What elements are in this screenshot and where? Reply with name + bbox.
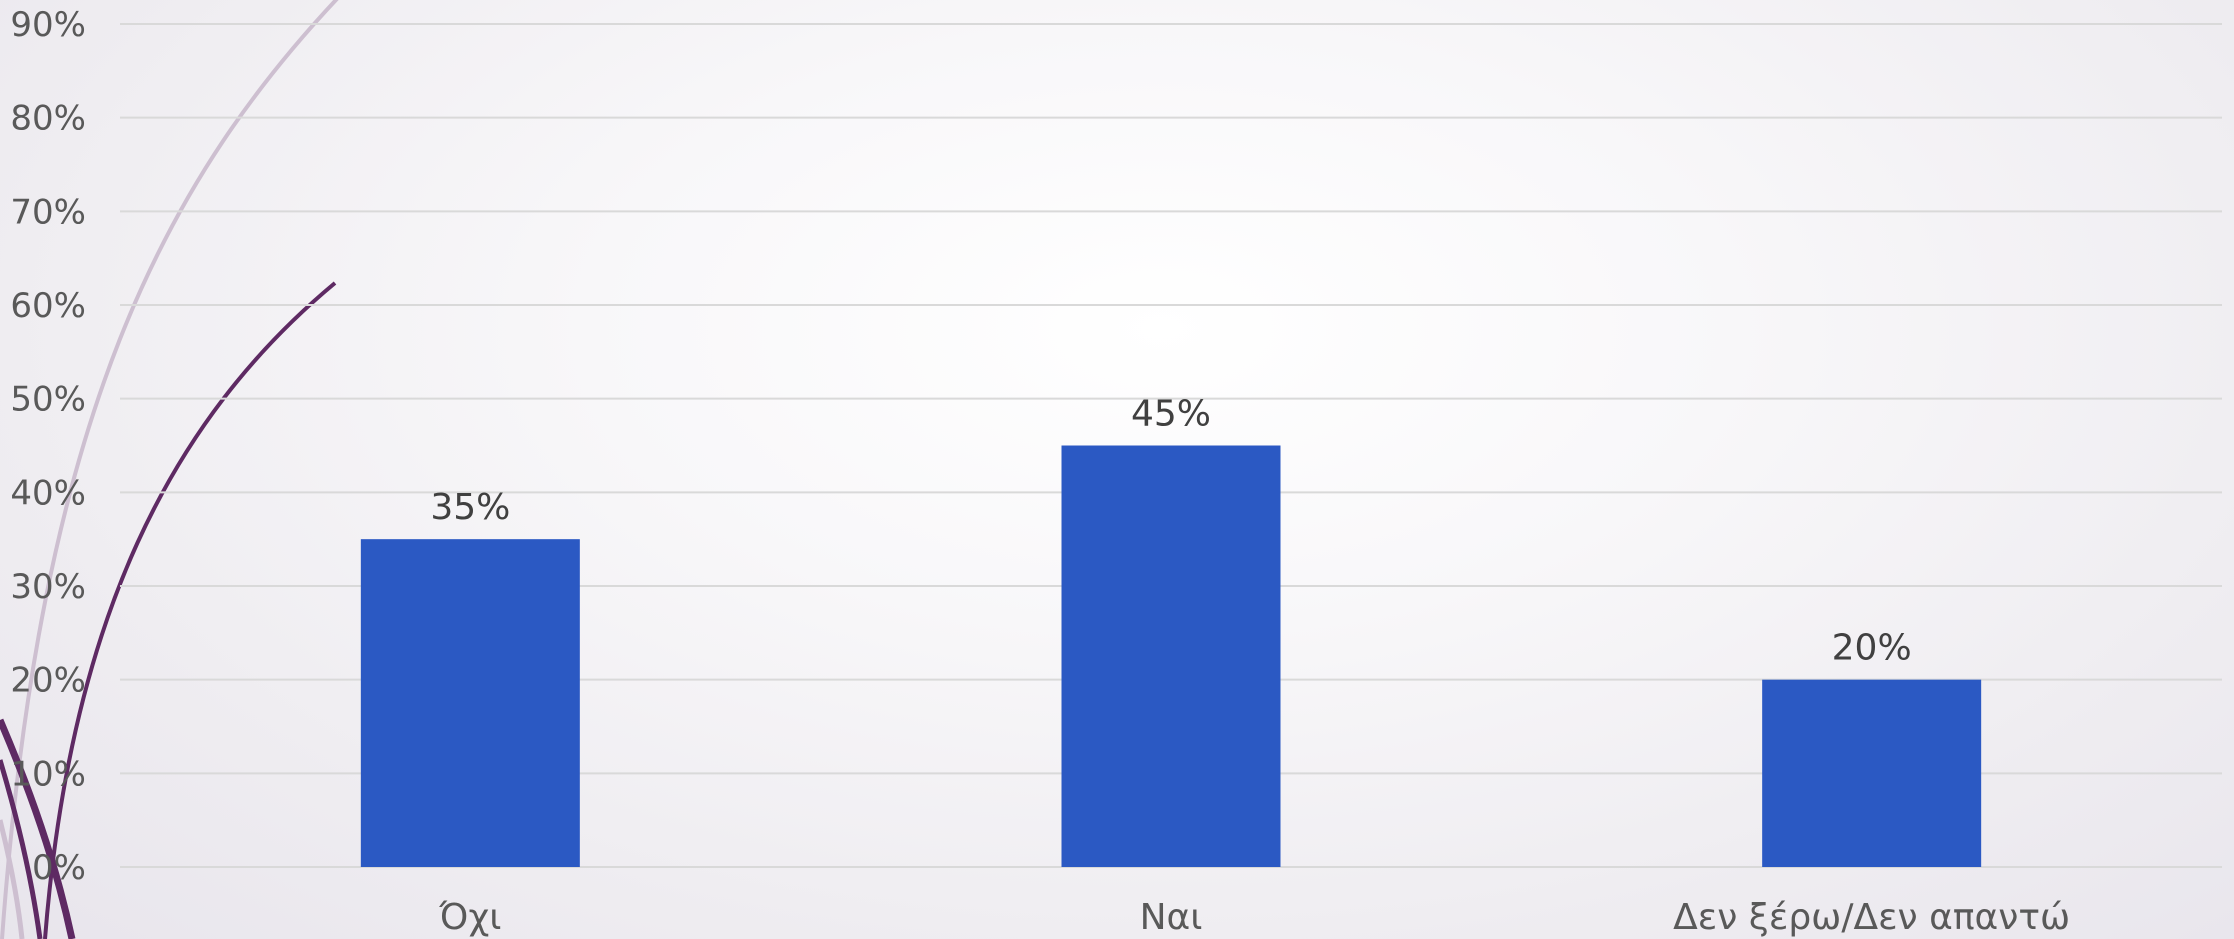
x-category-label: Ναι <box>1140 897 1203 938</box>
y-tick-label: 70% <box>10 192 86 232</box>
bar <box>1061 445 1281 867</box>
y-tick-label: 60% <box>10 286 86 326</box>
y-tick-label: 30% <box>10 567 86 607</box>
y-tick-label: 50% <box>10 380 86 420</box>
y-tick-label: 20% <box>10 661 86 701</box>
bar <box>360 539 580 867</box>
y-axis: 0% 10% 20% 30% 40% 50% 60% 70% 80% 90% <box>10 5 86 888</box>
x-axis: Όχι Ναι Δεν ξέρω/Δεν απαντώ <box>438 897 2070 938</box>
decor-arc-light-2 <box>0 819 25 939</box>
y-tick-label: 0% <box>32 848 86 888</box>
decor-arc-light <box>0 0 339 939</box>
data-label: 35% <box>430 487 510 528</box>
bar <box>1762 679 1982 867</box>
decor-arc-dark-2 <box>0 718 76 939</box>
data-labels: 35% 45% 20% <box>430 394 1911 669</box>
x-category-label: Όχι <box>438 897 501 938</box>
data-label: 20% <box>1832 628 1912 669</box>
decor-arc-dark-1 <box>43 281 337 939</box>
y-tick-label: 90% <box>10 5 86 45</box>
decorative-swooshes <box>0 0 339 939</box>
x-category-label: Δεν ξέρω/Δεν απαντώ <box>1673 897 2070 938</box>
y-tick-label: 80% <box>10 99 86 139</box>
y-tick-label: 40% <box>10 473 86 513</box>
bars <box>360 445 1982 867</box>
data-label: 45% <box>1131 394 1211 435</box>
decor-arc-dark-3 <box>0 759 43 939</box>
y-tick-label: 10% <box>10 754 86 794</box>
